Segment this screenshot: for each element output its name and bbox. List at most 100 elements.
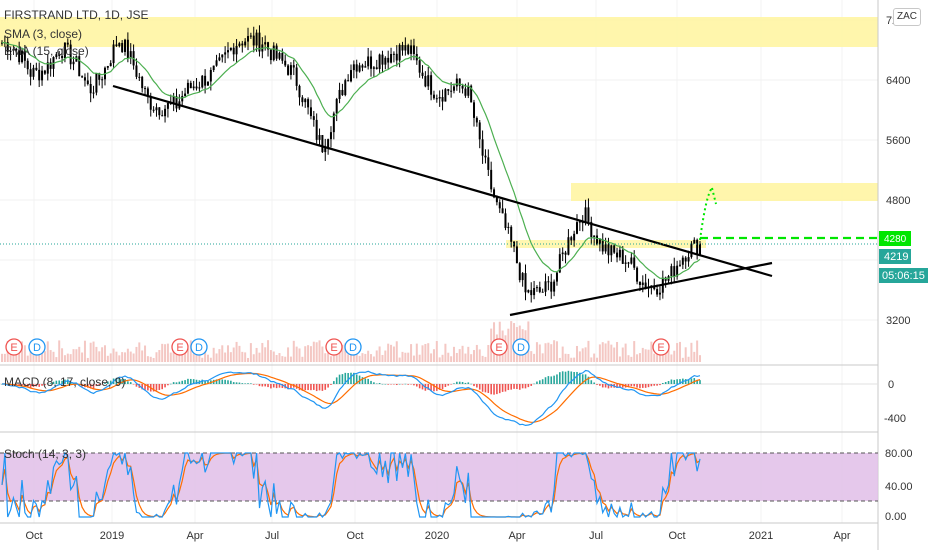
candle-body xyxy=(507,226,510,228)
dividend-marker[interactable]: D xyxy=(190,338,208,356)
earnings-marker[interactable]: E xyxy=(652,338,670,356)
candle-body xyxy=(633,257,636,268)
volume-bar xyxy=(564,353,567,362)
macd-hist-bar xyxy=(204,380,206,384)
macd-hist-bar xyxy=(647,384,650,388)
candle-body xyxy=(192,86,195,89)
volume-bar xyxy=(46,341,49,362)
candle-body xyxy=(561,252,564,255)
candle-body xyxy=(676,265,679,277)
symbol-title[interactable]: FIRSTRAND LTD, 1D, JSE xyxy=(4,8,149,22)
dividend-marker[interactable]: D xyxy=(28,338,46,356)
candle-body xyxy=(112,44,115,64)
macd-hist-bar xyxy=(261,384,264,387)
volume-bar xyxy=(204,346,207,362)
volume-bar xyxy=(269,350,272,362)
macd-hist-bar xyxy=(333,381,335,384)
sma-legend[interactable]: SMA (3, close) xyxy=(4,27,83,41)
candle-body xyxy=(298,85,301,98)
stoch-legend[interactable]: Stoch (14, 3, 3) xyxy=(4,447,87,461)
macd-hist-bar xyxy=(467,382,470,384)
volume-bar xyxy=(58,340,61,362)
candle-body xyxy=(390,54,393,63)
macd-hist-bar xyxy=(664,382,667,384)
volume-bar xyxy=(693,351,696,362)
dividend-marker[interactable]: D xyxy=(344,338,362,356)
macd-hist-bar xyxy=(187,378,189,384)
macd-hist-bar xyxy=(175,382,178,384)
volume-bar xyxy=(384,350,387,362)
volume-bar xyxy=(101,347,104,362)
volume-bar xyxy=(158,350,161,362)
volume-bar xyxy=(653,353,656,362)
macd-hist-bar xyxy=(21,384,23,386)
macd-hist-bar xyxy=(504,384,507,392)
macd-hist-bar xyxy=(278,384,281,388)
macd-hist-bar xyxy=(373,382,375,384)
macd-hist-bar xyxy=(516,384,518,390)
candle-body xyxy=(66,42,69,45)
volume-bar xyxy=(63,355,66,362)
earnings-marker[interactable]: E xyxy=(490,338,508,356)
stoch-tick-80: 80.00 xyxy=(885,448,913,460)
ascending-trendline[interactable] xyxy=(509,261,773,317)
stoch-tick-0: 0.00 xyxy=(885,511,906,523)
currency-button[interactable]: ZAC xyxy=(893,8,921,26)
earnings-marker[interactable]: E xyxy=(171,338,189,356)
marker-label: E xyxy=(10,342,17,354)
volume-bar xyxy=(696,340,699,362)
macd-legend[interactable]: MACD (8, 17, close, 9) xyxy=(4,375,126,389)
candle-body xyxy=(590,221,593,238)
candle-body xyxy=(135,65,138,77)
volume-bar xyxy=(553,340,556,362)
macd-hist-bar xyxy=(129,382,132,384)
macd-hist-bar xyxy=(121,379,123,384)
earnings-marker[interactable]: E xyxy=(325,338,343,356)
macd-hist-bar xyxy=(584,374,587,384)
candle-body xyxy=(678,264,681,266)
volume-bar xyxy=(355,351,358,362)
volume-bar xyxy=(166,343,169,362)
volume-bar xyxy=(132,353,135,362)
earnings-marker[interactable]: E xyxy=(5,338,23,356)
candle-body xyxy=(513,241,516,247)
candle-body xyxy=(184,93,187,96)
candle-body xyxy=(541,291,544,293)
candle-body xyxy=(421,72,424,76)
candle-body xyxy=(604,244,607,252)
candle-body xyxy=(432,94,435,99)
volume-bar xyxy=(558,357,561,362)
macd-hist-bar xyxy=(616,384,618,388)
candle-body xyxy=(616,252,619,258)
price-tick-label: 6400 xyxy=(886,75,910,87)
candle-body xyxy=(610,245,613,256)
macd-hist-bar xyxy=(370,380,372,384)
volume-bar xyxy=(510,321,513,362)
macd-hist-bar xyxy=(364,378,367,384)
candle-body xyxy=(204,75,207,86)
volume-bar xyxy=(555,341,558,362)
candle-body xyxy=(126,39,129,59)
volume-bar xyxy=(35,350,38,362)
macd-hist-bar xyxy=(330,384,332,385)
dividend-marker[interactable]: D xyxy=(512,338,530,356)
volume-bar xyxy=(312,341,315,362)
macd-hist-bar xyxy=(510,384,512,390)
volume-bar xyxy=(535,342,538,362)
macd-hist-bar xyxy=(207,381,209,384)
candle-body xyxy=(312,116,315,120)
macd-hist-bar xyxy=(601,384,604,388)
macd-hist-bar xyxy=(104,382,106,384)
volume-bar xyxy=(332,355,335,362)
macd-hist-bar xyxy=(513,384,515,389)
macd-hist-bar xyxy=(447,384,450,386)
macd-hist-bar xyxy=(690,378,693,384)
candle-body xyxy=(318,135,321,140)
candle-body xyxy=(438,97,441,99)
ema-legend[interactable]: EMA (15, close) xyxy=(4,44,89,58)
volume-bar xyxy=(381,354,384,362)
macd-hist-bar xyxy=(599,384,601,386)
descending-trendline[interactable] xyxy=(112,84,773,278)
candle-body xyxy=(410,45,413,54)
